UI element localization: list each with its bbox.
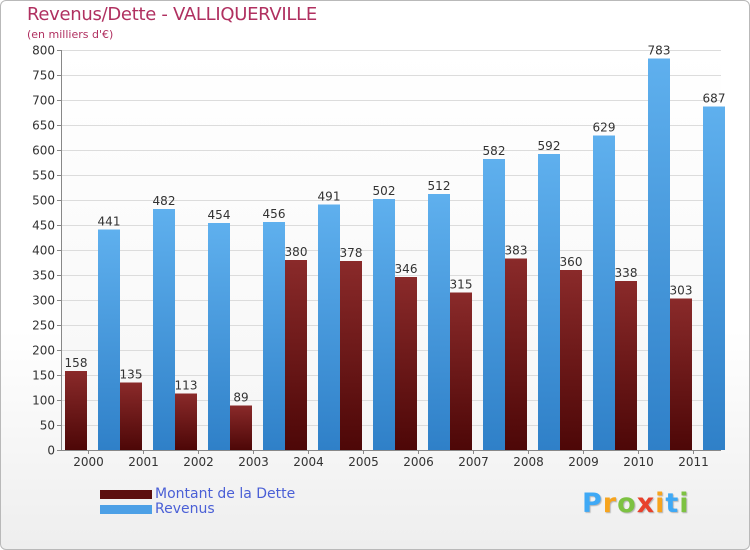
logo-letter: i: [655, 488, 666, 519]
legend-label-dette: Montant de la Dette: [155, 486, 296, 502]
y-tick-label: 400: [32, 244, 55, 258]
bar-dette: [230, 405, 252, 450]
data-label-revenus: 629: [593, 121, 616, 135]
x-tick-label: 2006: [403, 455, 434, 469]
data-label-revenus: 783: [648, 44, 671, 58]
data-label-dette: 380: [285, 245, 308, 259]
bar-revenus: [483, 159, 505, 450]
x-tick-label: 2005: [348, 455, 379, 469]
logo-letter: i: [679, 488, 690, 519]
data-label-dette: 135: [120, 368, 143, 382]
x-tick-label: 2003: [238, 455, 269, 469]
bar-dette: [65, 371, 87, 450]
data-label-revenus: 592: [538, 139, 561, 153]
data-label-dette: 315: [450, 278, 473, 292]
data-label-dette: 360: [560, 255, 583, 269]
bar-revenus: [593, 135, 615, 450]
y-tick-label: 50: [40, 419, 55, 433]
bar-revenus: [428, 194, 450, 450]
legend-swatch-dette: [100, 490, 152, 499]
bar-dette: [340, 261, 362, 450]
bar-revenus: [263, 222, 285, 450]
y-tick-label: 100: [32, 394, 55, 408]
x-tick-label: 2002: [183, 455, 214, 469]
data-label-revenus: 512: [428, 179, 451, 193]
data-label-revenus: 441: [98, 215, 121, 229]
bar-revenus: [538, 154, 560, 450]
data-label-dette: 89: [233, 391, 248, 405]
bar-dette: [560, 270, 582, 450]
data-label-dette: 378: [340, 246, 363, 260]
y-tick-label: 350: [32, 269, 55, 283]
bar-revenus: [98, 229, 120, 450]
chart-title: Revenus/Dette - VALLIQUERVILLE: [27, 4, 317, 25]
y-tick-label: 600: [32, 144, 55, 158]
y-tick-label: 0: [47, 444, 55, 458]
proxiti-logo: Proxiti: [582, 488, 690, 519]
bar-revenus: [208, 223, 230, 450]
data-label-revenus: 491: [318, 190, 341, 204]
data-label-dette: 158: [65, 356, 88, 370]
bar-dette: [120, 382, 142, 450]
y-tick-label: 650: [32, 119, 55, 133]
data-label-revenus: 456: [263, 207, 286, 221]
y-tick-label: 250: [32, 319, 55, 333]
logo-letter: o: [617, 488, 637, 519]
y-tick-label: 550: [32, 169, 55, 183]
data-label-dette: 113: [175, 379, 198, 393]
bar-revenus: [648, 58, 670, 450]
logo-letter: P: [582, 488, 603, 519]
chart-subtitle: (en milliers d'€): [27, 28, 114, 41]
bar-dette: [505, 258, 527, 450]
logo-letter: r: [602, 488, 618, 519]
y-tick-label: 750: [32, 69, 55, 83]
logo-letter: x: [636, 488, 656, 519]
x-tick-label: 2009: [568, 455, 599, 469]
x-tick-label: 2008: [513, 455, 544, 469]
bar-dette: [175, 393, 197, 450]
data-label-dette: 303: [670, 284, 693, 298]
data-label-dette: 338: [615, 266, 638, 280]
y-tick-label: 500: [32, 194, 55, 208]
bar-dette: [285, 260, 307, 450]
bar-revenus: [703, 106, 725, 450]
data-label-dette: 383: [505, 244, 528, 258]
bar-dette: [395, 277, 417, 450]
x-tick-label: 2010: [623, 455, 654, 469]
y-tick-label: 300: [32, 294, 55, 308]
y-tick-label: 450: [32, 219, 55, 233]
y-tick-label: 200: [32, 344, 55, 358]
x-tick-label: 2004: [293, 455, 324, 469]
data-label-dette: 346: [395, 262, 418, 276]
data-label-revenus: 582: [483, 144, 506, 158]
data-label-revenus: 482: [153, 194, 176, 208]
bar-revenus: [153, 209, 175, 450]
bar-dette: [450, 292, 472, 450]
y-tick-label: 150: [32, 369, 55, 383]
x-tick-label: 2011: [678, 455, 709, 469]
legend-swatch-revenus: [100, 505, 152, 514]
legend-label-revenus: Revenus: [155, 501, 215, 517]
y-tick-label: 800: [32, 44, 55, 58]
data-label-revenus: 454: [208, 208, 231, 222]
x-tick-label: 2007: [458, 455, 489, 469]
bar-dette: [670, 298, 692, 450]
bar-revenus: [318, 204, 340, 450]
y-tick-label: 700: [32, 94, 55, 108]
x-tick-label: 2001: [128, 455, 159, 469]
data-label-revenus: 687: [703, 92, 726, 106]
x-tick-label: 2000: [73, 455, 104, 469]
data-label-revenus: 502: [373, 184, 396, 198]
bar-revenus: [373, 199, 395, 450]
logo-letter: t: [665, 488, 680, 519]
bar-dette: [615, 281, 637, 450]
